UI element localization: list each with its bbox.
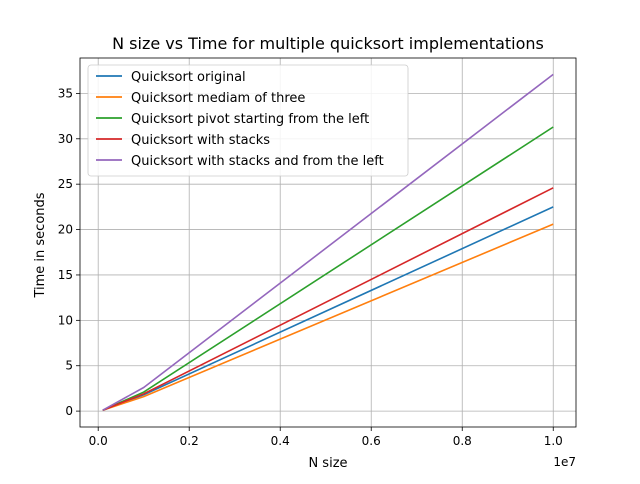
y-tick-label: 20 bbox=[58, 223, 73, 237]
x-tick-label: 0.2 bbox=[180, 434, 199, 448]
legend-label: Quicksort original bbox=[131, 70, 246, 85]
legend-box bbox=[87, 64, 409, 177]
y-tick-label: 5 bbox=[65, 359, 73, 373]
legend-label: Quicksort pivot starting from the left bbox=[131, 112, 369, 127]
x-tick-label: 0.0 bbox=[89, 434, 108, 448]
legend: Quicksort original Quicksort mediam of th… bbox=[87, 64, 409, 177]
x-tick-label: 1.0 bbox=[544, 434, 563, 448]
y-tick-label: 35 bbox=[58, 86, 73, 100]
x-axis-offset-label: 1e7 bbox=[553, 455, 576, 469]
legend-label: Quicksort with stacks and from the left bbox=[131, 154, 384, 169]
series-line bbox=[102, 73, 554, 411]
series-line bbox=[102, 187, 554, 411]
chart-title: N size vs Time for multiple quicksort im… bbox=[112, 34, 544, 53]
series-layer bbox=[102, 73, 554, 411]
series-line bbox=[102, 223, 554, 411]
y-tick-label: 25 bbox=[58, 177, 73, 191]
x-tick-label: 0.6 bbox=[362, 434, 381, 448]
tick-layer: 0.0 0.2 0.4 0.6 0.8 1.0 0 5 10 15 20 25 30 35 bbox=[58, 86, 563, 448]
x-axis-label: N size bbox=[308, 456, 347, 471]
x-tick-label: 0.4 bbox=[271, 434, 290, 448]
plot-frame bbox=[79, 57, 577, 428]
y-axis-label: Time in seconds bbox=[33, 192, 48, 298]
y-tick-label: 10 bbox=[58, 313, 73, 327]
legend-label: Quicksort mediam of three bbox=[131, 91, 305, 106]
x-tick-label: 0.8 bbox=[453, 434, 472, 448]
y-tick-label: 0 bbox=[65, 404, 73, 418]
y-tick-label: 15 bbox=[58, 268, 73, 282]
legend-label: Quicksort with stacks bbox=[131, 133, 270, 148]
y-tick-label: 30 bbox=[58, 132, 73, 146]
